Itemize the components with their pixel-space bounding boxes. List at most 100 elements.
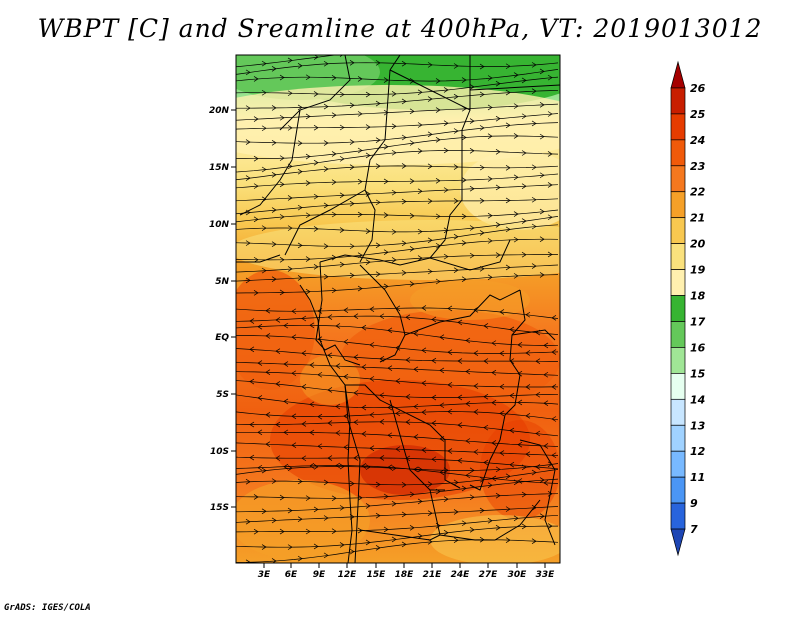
streamline (236, 135, 559, 160)
streamline-arrow (365, 503, 371, 509)
streamline-arrow (357, 285, 363, 292)
streamline-arrow (427, 237, 433, 244)
streamline-arrow (261, 60, 267, 67)
streamline-arrow (417, 228, 423, 235)
streamline-arrow (491, 340, 497, 346)
streamline (236, 122, 559, 144)
streamline-arrow (401, 541, 407, 548)
streamline-arrow (327, 455, 333, 461)
streamline-arrow (421, 447, 427, 453)
streamline-arrow (246, 37, 250, 42)
streamline-arrow (395, 446, 401, 452)
lon-tick-label: 33E (536, 570, 556, 580)
streamline-arrow (479, 198, 485, 204)
streamline-arrow (357, 111, 363, 117)
colorbar-label: 12 (690, 445, 706, 458)
streamline-arrow (365, 259, 371, 265)
streamline-arrow (521, 491, 527, 498)
streamline (236, 55, 339, 68)
streamline-arrow (469, 494, 475, 501)
streamline-arrow (365, 124, 371, 130)
streamline-arrow (306, 47, 310, 52)
streamline-arrow (543, 342, 549, 349)
streamline-arrow (461, 134, 467, 141)
streamline (236, 307, 559, 319)
streamline-arrow (375, 512, 381, 519)
streamline-arrow (435, 136, 441, 143)
streamline-arrow (435, 107, 441, 113)
streamline-arrow (349, 139, 355, 145)
streamline-arrow (245, 240, 251, 246)
streamline-arrow (409, 108, 415, 115)
streamline-arrow (509, 358, 515, 364)
streamline-arrow (383, 77, 389, 83)
streamline-arrow (287, 225, 293, 231)
streamline-arrow (499, 309, 505, 315)
streamline-arrow (547, 182, 553, 188)
streamline-arrow (421, 347, 427, 354)
streamline-arrow (402, 29, 406, 34)
streamline-arrow (249, 318, 255, 324)
streamline-arrow (279, 214, 285, 220)
streamline (236, 456, 559, 470)
streamline-arrow (413, 403, 419, 410)
streamline-arrow (439, 469, 445, 476)
streamline-arrow (343, 339, 349, 345)
streamline-arrow (357, 495, 363, 501)
streamline-arrow (521, 183, 527, 190)
lon-tick-label: 12E (338, 570, 358, 580)
streamline-arrow (365, 228, 371, 235)
streamline-arrow (436, 36, 440, 41)
streamline-arrow (369, 412, 375, 418)
colorbar-segment (670, 398, 686, 426)
streamline-arrow (525, 451, 531, 457)
streamline-arrow (401, 482, 407, 488)
streamline-arrow (375, 163, 381, 169)
streamline-arrow (427, 268, 433, 275)
streamline-arrow (428, 27, 432, 32)
streamline-arrow (253, 528, 259, 535)
streamline-arrow (279, 114, 285, 121)
colorbar-label: 26 (690, 82, 706, 95)
streamline-arrow (365, 91, 371, 98)
streamline-arrow (376, 30, 380, 35)
streamline-arrow (443, 227, 449, 234)
streamline-arrow (343, 307, 349, 313)
streamline-arrow (539, 477, 545, 483)
streamline-arrow (443, 87, 449, 93)
streamline-arrow (525, 311, 531, 318)
streamline-arrow (369, 445, 375, 451)
streamline-arrow (539, 208, 545, 215)
streamline (236, 421, 559, 437)
streamline-arrow (313, 193, 319, 200)
streamline (236, 150, 559, 173)
streamline-arrow (339, 227, 345, 233)
streamline-arrow (379, 455, 385, 461)
streamline (236, 69, 559, 82)
streamline-arrow (401, 98, 407, 105)
streamline-arrow (305, 212, 311, 219)
streamline-arrow (521, 150, 527, 156)
streamline-arrow (487, 274, 493, 281)
streamline-arrow (265, 333, 271, 339)
streamline-arrow (331, 179, 337, 185)
streamline-arrow (505, 164, 511, 171)
streamline-arrow (525, 350, 531, 356)
streamline (236, 442, 559, 456)
streamline-arrow (327, 352, 333, 359)
streamline-arrow (313, 159, 319, 166)
streamline-arrow (301, 315, 307, 322)
streamline-arrow (339, 505, 345, 511)
streamline (236, 113, 559, 130)
streamline-arrow (279, 155, 285, 161)
streamline-arrow (513, 273, 519, 279)
streamline-arrow (413, 330, 419, 337)
streamline-arrow (391, 229, 397, 235)
streamline-arrow (427, 510, 433, 516)
streamline-arrow (439, 334, 445, 340)
streamline-arrow (499, 350, 505, 357)
streamline-arrow (283, 429, 289, 436)
streamline-arrow (323, 479, 329, 486)
streamline-arrow (257, 360, 263, 366)
streamline-arrow (535, 464, 541, 470)
